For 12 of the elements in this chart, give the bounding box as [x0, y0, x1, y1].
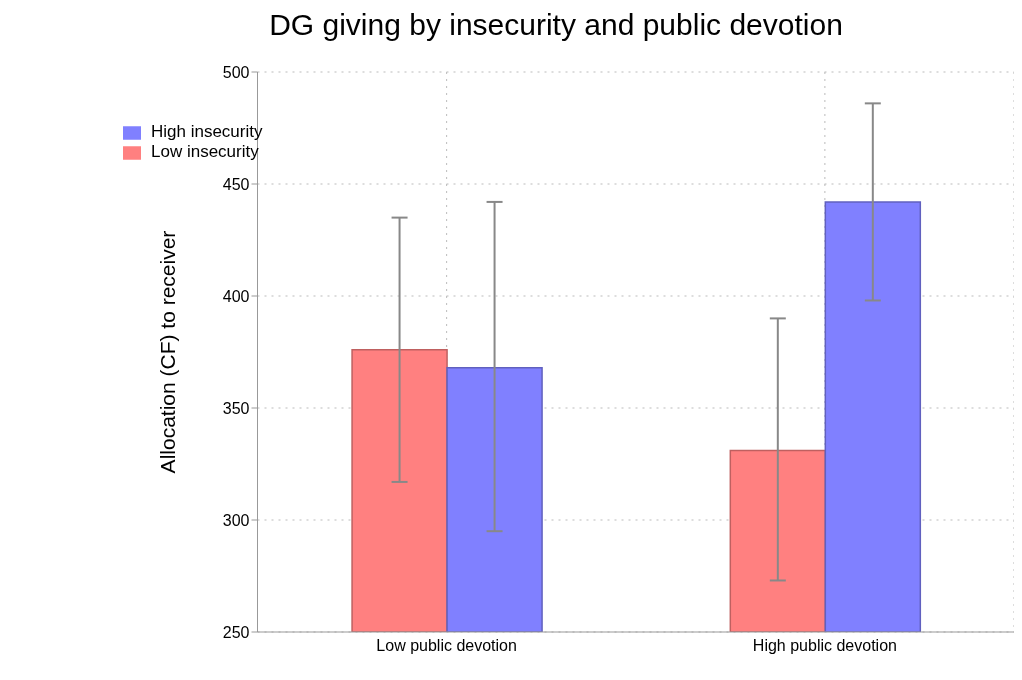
y-tick-label: 400: [222, 287, 250, 305]
y-axis-title: Allocation (CF) to receiver: [155, 230, 179, 474]
legend-label: Low insecurity: [151, 142, 259, 161]
x-tick-label: Low public devotion: [376, 637, 517, 655]
y-tick-label: 500: [222, 63, 250, 81]
chart-title: DG giving by insecurity and public devotion: [268, 8, 844, 43]
y-tick-label: 350: [222, 399, 250, 417]
x-tick-label: High public devotion: [752, 637, 897, 655]
y-tick-label: 450: [222, 175, 250, 193]
y-tick-label: 250: [222, 623, 250, 641]
legend-label: High insecurity: [151, 122, 263, 141]
y-tick-label: 300: [222, 511, 250, 529]
